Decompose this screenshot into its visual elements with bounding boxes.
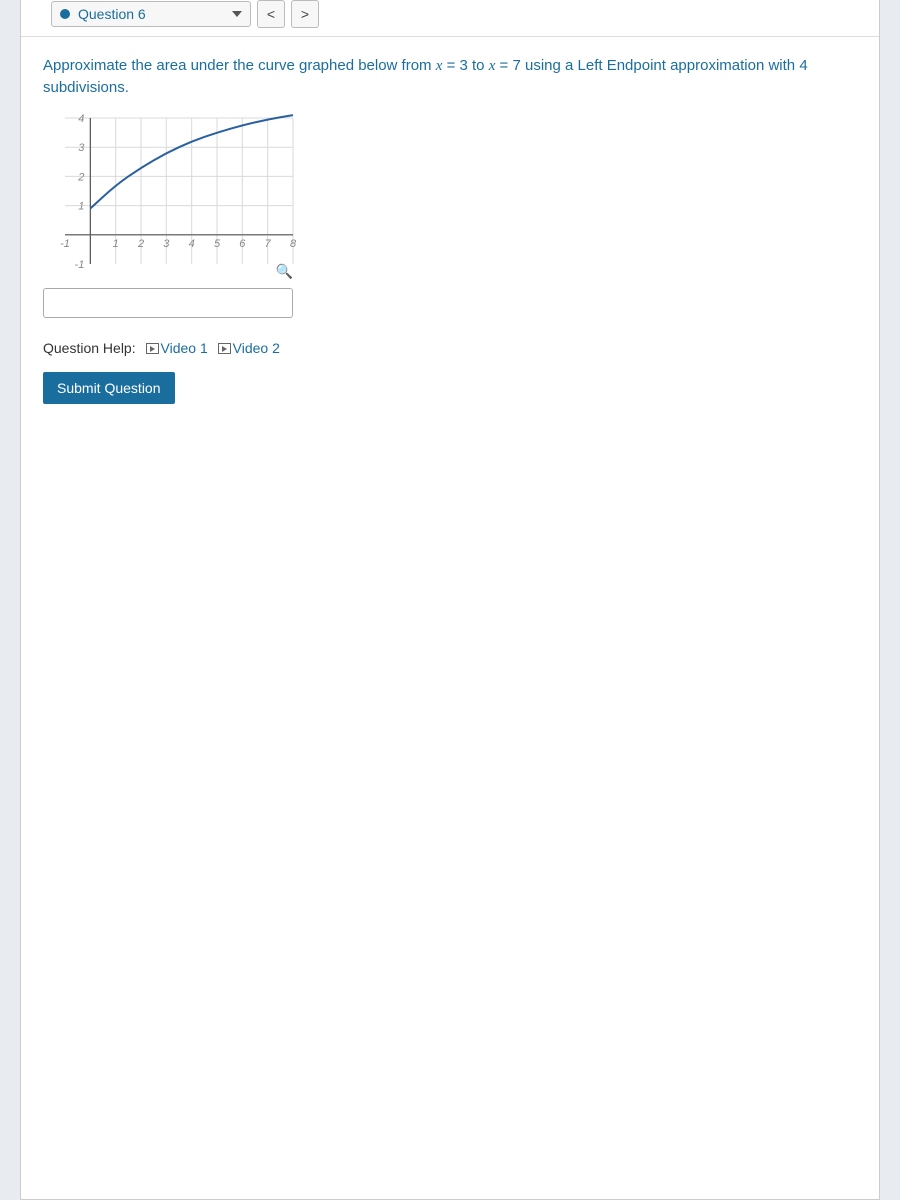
submit-button-label: Submit Question (57, 380, 161, 396)
svg-text:1: 1 (78, 201, 84, 213)
chevron-right-icon: > (301, 6, 309, 22)
video-icon (218, 343, 231, 354)
question-content: Approximate the area under the curve gra… (21, 37, 879, 422)
svg-text:7: 7 (265, 238, 272, 250)
magnify-icon[interactable]: 🔍 (276, 263, 293, 280)
prompt-text: Approximate the area under the curve gra… (43, 57, 436, 74)
chevron-left-icon: < (267, 6, 275, 22)
video-link-1[interactable]: Video 1 (146, 340, 212, 356)
submit-button[interactable]: Submit Question (43, 372, 175, 404)
prev-question-button[interactable]: < (257, 0, 285, 28)
question-label: Question 6 (78, 6, 224, 22)
prompt-text: to (468, 57, 489, 74)
question-header: Question 6 < > (21, 0, 879, 37)
video-link-2[interactable]: Video 2 (218, 340, 280, 356)
svg-text:1: 1 (113, 238, 119, 250)
question-prompt: Approximate the area under the curve gra… (43, 55, 857, 98)
prompt-text: = 7 (495, 57, 520, 74)
svg-text:-1: -1 (60, 238, 70, 250)
svg-text:6: 6 (239, 238, 246, 250)
svg-text:2: 2 (137, 238, 144, 250)
next-question-button[interactable]: > (291, 0, 319, 28)
svg-text:5: 5 (214, 238, 221, 250)
svg-text:-1: -1 (75, 259, 85, 271)
svg-text:2: 2 (77, 171, 84, 183)
svg-text:4: 4 (78, 113, 84, 125)
question-dropdown[interactable]: Question 6 (51, 1, 251, 27)
svg-text:3: 3 (163, 238, 170, 250)
svg-text:3: 3 (78, 142, 85, 154)
help-label: Question Help: (43, 340, 136, 356)
chevron-down-icon (232, 11, 242, 17)
answer-input[interactable] (43, 288, 293, 318)
video-link-label: Video 2 (233, 340, 280, 356)
prompt-text: = 3 (442, 57, 467, 74)
svg-text:4: 4 (189, 238, 195, 250)
video-link-label: Video 1 (161, 340, 208, 356)
svg-text:8: 8 (290, 238, 297, 250)
curve-chart: -1 1 2 3 4 5 6 7 8 -1 1 2 3 4 (43, 112, 303, 282)
video-icon (146, 343, 159, 354)
question-panel: Question 6 < > Approximate the area unde… (20, 0, 880, 1200)
chart-container: -1 1 2 3 4 5 6 7 8 -1 1 2 3 4 🔍 (43, 112, 303, 282)
help-row: Question Help: Video 1 Video 2 (43, 340, 857, 356)
status-dot-icon (60, 9, 70, 19)
